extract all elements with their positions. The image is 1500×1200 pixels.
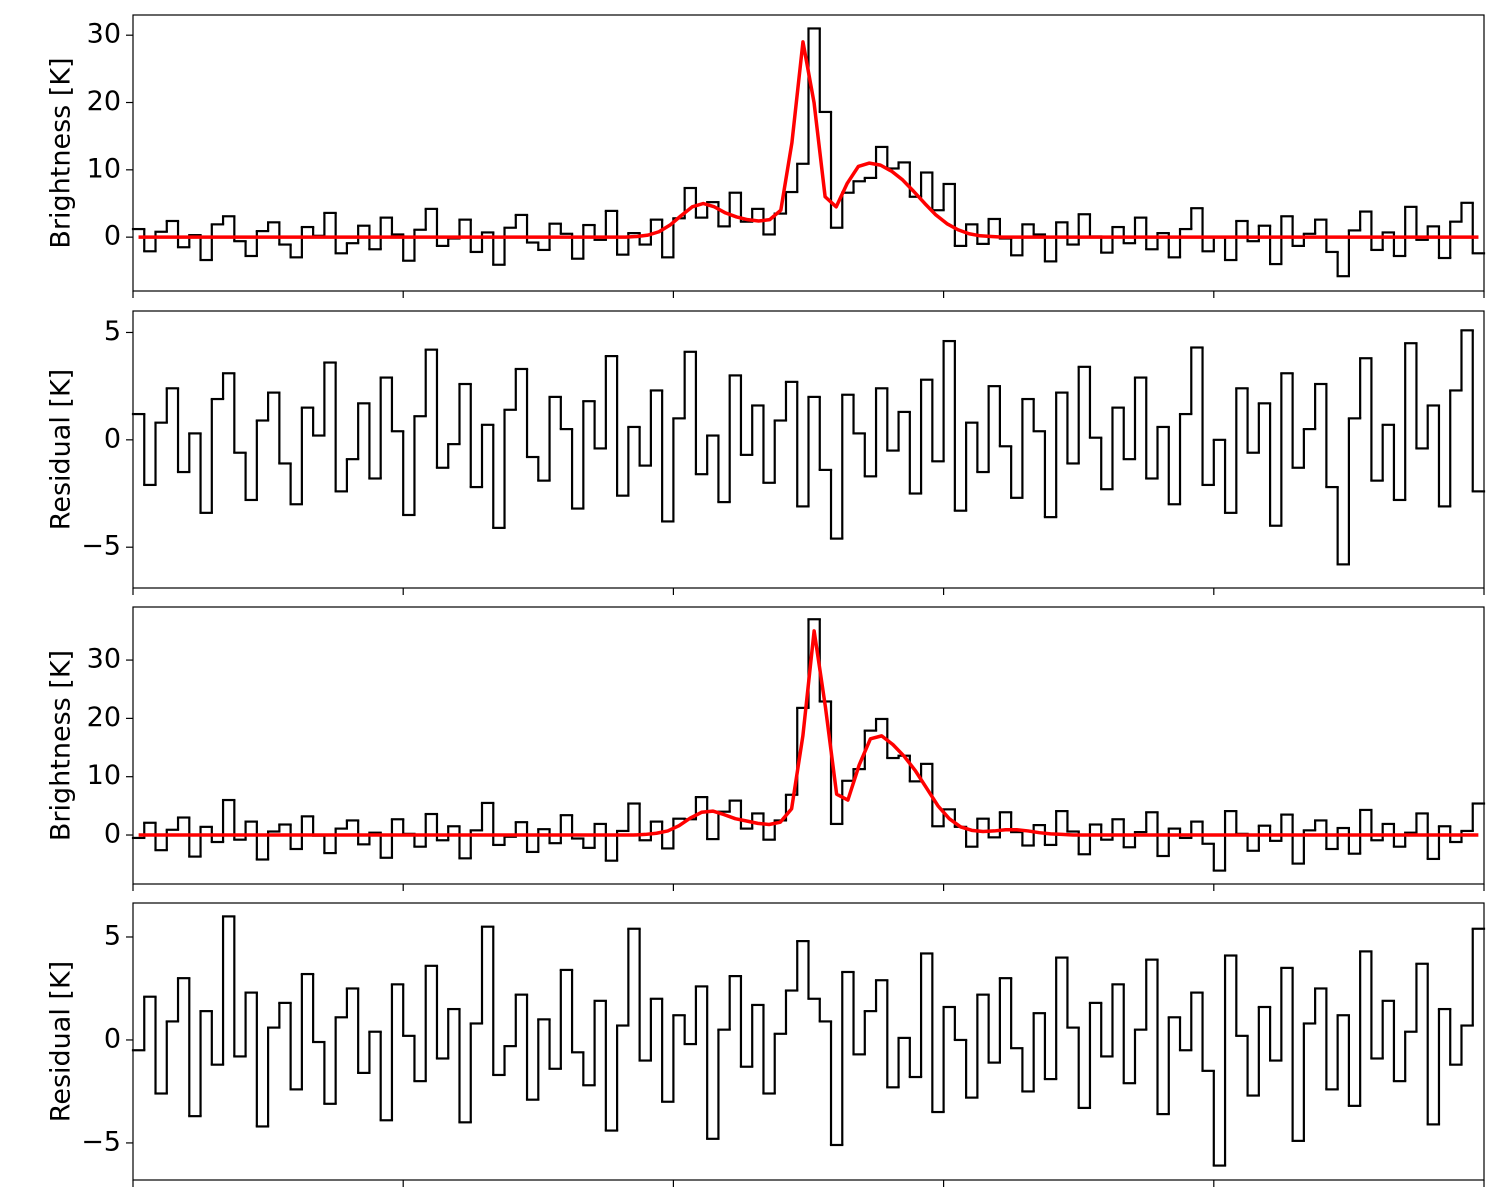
fit-line [138,629,1479,837]
axes-frame [132,310,1485,589]
panel: 0 10 20 30 Brightness [K] [46,606,1486,891]
y-tick-label: −5 [81,1126,121,1157]
y-tick-label: 20 [87,86,121,117]
y-tick-label: 0 [104,221,121,252]
fit-line [138,40,1479,239]
y-tick-label: 5 [104,920,121,951]
y-tick-label: 10 [87,153,121,184]
y-axis-label: Brightness [K] [46,57,77,248]
y-tick-label: 30 [87,19,121,50]
y-tick-label: 30 [87,644,121,675]
y-tick-label: 0 [104,819,121,850]
y-axis-label: Residual [K] [46,369,77,530]
y-tick-label: 5 [104,316,121,347]
y-tick-label: −5 [81,531,121,562]
panel: −5 0 5 Residual [K] [46,902,1486,1187]
y-tick-label: 0 [104,1023,121,1054]
y-tick-label: 20 [87,702,121,733]
axes-frame [132,606,1485,885]
panel: 0 10 20 30 Brightness [K] [46,14,1486,298]
axes-frame [132,14,1485,292]
y-tick-label: 10 [87,760,121,791]
y-axis-label: Brightness [K] [46,650,77,841]
y-tick-label: 0 [104,423,121,454]
axes-frame [132,902,1485,1181]
panel: −5 0 5 Residual [K] [46,310,1486,595]
y-axis-label: Residual [K] [46,961,77,1122]
